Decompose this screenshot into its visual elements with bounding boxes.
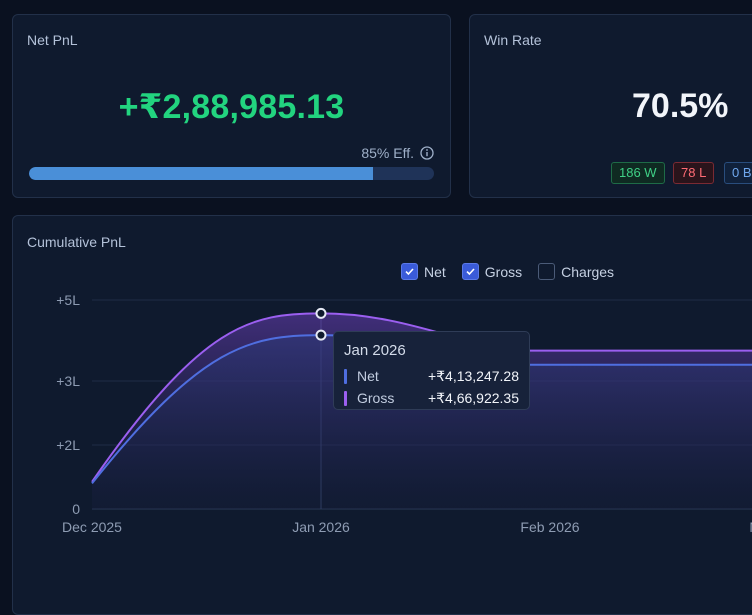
- tooltip-title: Jan 2026: [344, 342, 406, 359]
- win-rate-card: Win Rate 70.5% 186 W 78 L 0 B: [469, 14, 752, 198]
- chart-legend: Net Gross Charges: [401, 263, 614, 280]
- efficiency-progress-bar: [29, 167, 434, 180]
- breakeven-badge: 0 B: [724, 162, 752, 184]
- cumulative-pnl-title: Cumulative PnL: [27, 234, 126, 250]
- net-checkbox[interactable]: [401, 263, 418, 280]
- y-tick-label: +5L: [56, 292, 80, 308]
- x-tick-label: Dec 2025: [62, 519, 122, 535]
- tooltip-gross-swatch: [344, 390, 347, 406]
- info-icon[interactable]: [420, 146, 434, 160]
- tooltip-net-swatch: [344, 368, 347, 384]
- legend-gross-label: Gross: [484, 263, 523, 280]
- legend-charges-label: Charges: [561, 263, 615, 280]
- losses-badge: 78 L: [673, 162, 715, 184]
- hover-point-gross: [315, 307, 327, 319]
- tooltip-gross-value: +₹4,66,922.35: [427, 389, 519, 406]
- efficiency-progress-fill: [29, 167, 374, 180]
- charges-checkbox[interactable]: [538, 263, 556, 280]
- net-pnl-title: Net PnL: [27, 32, 78, 48]
- tooltip-row-gross: Gross +₹4,66,922.35: [344, 389, 519, 407]
- chart-tooltip: Jan 2026 Net +₹4,13,247.28 Gross +₹4,66,…: [333, 331, 530, 410]
- x-tick-label: Mar 2026: [749, 519, 752, 535]
- y-tick-label: 0: [72, 501, 80, 517]
- efficiency-label: 85% Eff.: [361, 145, 414, 161]
- tooltip-net-value: +₹4,13,247.28: [427, 367, 519, 384]
- legend-net-toggle[interactable]: Net: [401, 263, 446, 280]
- y-tick-label: +3L: [56, 373, 80, 389]
- x-tick-label: Feb 2026: [520, 519, 579, 535]
- series-area-net: [92, 335, 752, 509]
- tooltip-net-label: Net: [357, 368, 379, 384]
- legend-net-label: Net: [424, 263, 446, 280]
- win-rate-title: Win Rate: [484, 32, 542, 48]
- tooltip-row-net: Net +₹4,13,247.28: [344, 367, 519, 385]
- win-rate-value: 70.5%: [632, 87, 729, 125]
- cumulative-pnl-chart: 0 +2L +3L +5L Dec 2025 Jan 2026 Feb 2026 Mar 20…: [56, 292, 752, 535]
- wins-badge: 186 W: [611, 162, 665, 184]
- y-tick-label: +2L: [56, 437, 80, 453]
- tooltip-gross-label: Gross: [357, 390, 395, 406]
- net-pnl-card: Net PnL +₹2,88,985.13 85% Eff.: [12, 14, 451, 198]
- hover-point-net: [315, 329, 327, 341]
- legend-gross-toggle[interactable]: Gross: [461, 263, 523, 280]
- legend-charges-toggle[interactable]: Charges: [538, 263, 614, 280]
- net-pnl-value: +₹2,88,985.13: [118, 88, 345, 126]
- efficiency-row: 85% Eff.: [361, 145, 434, 161]
- gross-checkbox[interactable]: [461, 263, 479, 280]
- x-tick-label: Jan 2026: [292, 519, 350, 535]
